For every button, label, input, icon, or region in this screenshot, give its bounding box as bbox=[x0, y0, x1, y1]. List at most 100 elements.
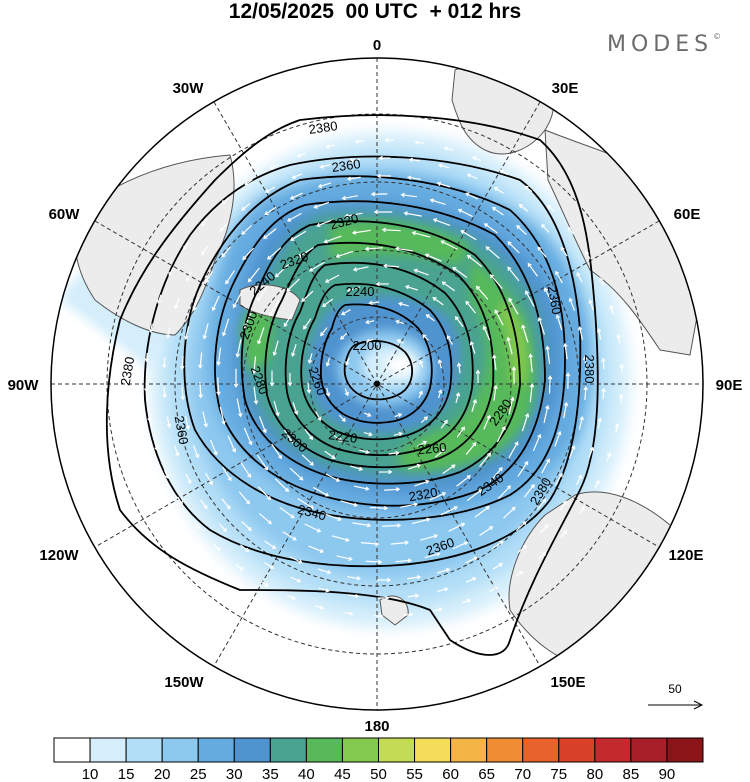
wind-vector bbox=[537, 246, 547, 258]
contour-label: 2340 bbox=[296, 501, 328, 523]
wind-vector bbox=[184, 416, 189, 429]
wind-vector bbox=[193, 297, 200, 311]
wind-vector bbox=[433, 218, 451, 227]
wind-vector-head bbox=[241, 230, 246, 235]
wind-vector bbox=[567, 227, 575, 235]
wind-vector-head bbox=[292, 536, 297, 541]
colorbar-swatch bbox=[269, 737, 307, 763]
wind-vector-head bbox=[456, 362, 462, 367]
contour-2260 bbox=[284, 262, 474, 457]
wind-vector-head bbox=[489, 274, 494, 279]
wind-vector bbox=[163, 386, 166, 398]
wind-vector bbox=[544, 288, 553, 303]
wind-vector bbox=[201, 218, 208, 226]
wind-vector-head bbox=[485, 506, 490, 511]
wind-vector bbox=[555, 271, 563, 284]
colorbar-swatch bbox=[125, 737, 163, 763]
wind-vector bbox=[508, 441, 519, 459]
wind-vector bbox=[274, 478, 289, 492]
wind-vector-head bbox=[195, 454, 200, 459]
wind-vector bbox=[489, 467, 503, 482]
wind-vector-head bbox=[609, 304, 614, 310]
wind-vector bbox=[217, 347, 222, 365]
wind-vector bbox=[221, 197, 229, 204]
wind-vector-head bbox=[344, 213, 349, 219]
wind-vector bbox=[543, 405, 549, 424]
wind-vector-head bbox=[563, 342, 568, 348]
wind-vector bbox=[309, 261, 325, 272]
colorbar-swatch bbox=[558, 737, 596, 763]
wind-vector-head bbox=[542, 498, 547, 503]
wind-vector-head bbox=[375, 281, 380, 287]
wind-vector bbox=[452, 541, 468, 550]
wind-vector bbox=[347, 286, 360, 292]
wind-vector-head bbox=[472, 441, 477, 447]
wind-vector-head bbox=[616, 333, 621, 339]
wind-vector-head bbox=[618, 393, 624, 398]
wind-vector-head bbox=[578, 474, 583, 479]
colorbar-tick-label: 35 bbox=[262, 766, 279, 782]
wind-vector-head bbox=[595, 479, 600, 485]
wind-vector bbox=[297, 152, 307, 157]
wind-vector-head bbox=[286, 287, 291, 292]
wind-vector bbox=[236, 398, 242, 417]
wind-vector bbox=[318, 182, 332, 188]
colorbar-tick-label: 75 bbox=[550, 766, 567, 782]
wind-vector bbox=[365, 247, 383, 250]
wind-vector-head bbox=[565, 372, 571, 377]
wind-vector bbox=[396, 320, 405, 324]
wind-vector-head bbox=[185, 277, 190, 282]
wind-vector-head bbox=[419, 359, 424, 365]
wind-vector bbox=[314, 605, 324, 609]
wind-vector bbox=[365, 560, 382, 563]
wind-vector bbox=[218, 523, 227, 532]
wind-vector-head bbox=[308, 267, 314, 272]
lon-label-60e: 60E bbox=[674, 206, 701, 223]
wind-vector-head bbox=[154, 446, 159, 452]
wind-vector-head bbox=[499, 540, 504, 545]
wind-vector bbox=[497, 485, 511, 500]
wind-vector-head bbox=[337, 516, 342, 522]
wind-vector-head bbox=[454, 315, 459, 321]
wind-vector bbox=[301, 454, 314, 466]
contour-2220 bbox=[319, 303, 433, 424]
wind-vector bbox=[264, 562, 274, 569]
wind-vector-head bbox=[506, 485, 512, 490]
reference-vector-head bbox=[693, 700, 704, 710]
wind-vector-head bbox=[168, 271, 173, 277]
wind-vector bbox=[205, 472, 213, 485]
wind-vector bbox=[418, 391, 423, 399]
wind-vector bbox=[496, 426, 506, 443]
wind-vector bbox=[395, 559, 411, 563]
wind-vector bbox=[465, 192, 479, 200]
wind-vector-head bbox=[291, 174, 296, 179]
wind-vector bbox=[253, 356, 257, 374]
wind-vector-head bbox=[264, 211, 269, 216]
wind-vector bbox=[315, 411, 322, 421]
wind-vector-head bbox=[413, 268, 418, 273]
wind-vector-head bbox=[242, 256, 247, 261]
wind-vector bbox=[331, 535, 349, 542]
wind-vector bbox=[217, 377, 220, 395]
wind-vector bbox=[415, 141, 424, 144]
wind-vector-head bbox=[298, 559, 303, 564]
colorbar-swatch bbox=[594, 737, 632, 763]
svg-text:2240: 2240 bbox=[346, 284, 375, 299]
wind-vector bbox=[422, 334, 430, 342]
wind-vector-head bbox=[184, 335, 189, 341]
wind-vector bbox=[554, 473, 563, 486]
wind-vector-head bbox=[543, 287, 548, 292]
wind-vector-head bbox=[376, 173, 382, 179]
wind-vector-head bbox=[426, 517, 431, 522]
wind-vector bbox=[316, 219, 334, 227]
wind-vector bbox=[186, 271, 193, 281]
wind-vector-head bbox=[187, 479, 192, 484]
wind-vector-head bbox=[416, 574, 422, 580]
wind-vector-head bbox=[444, 587, 449, 592]
wind-vector-head bbox=[395, 487, 401, 492]
wind-vector-head bbox=[562, 500, 567, 505]
wind-vector-head bbox=[144, 358, 150, 363]
wind-vector bbox=[490, 274, 503, 290]
wind-vector bbox=[199, 352, 203, 368]
wind-vector-head bbox=[166, 423, 172, 429]
